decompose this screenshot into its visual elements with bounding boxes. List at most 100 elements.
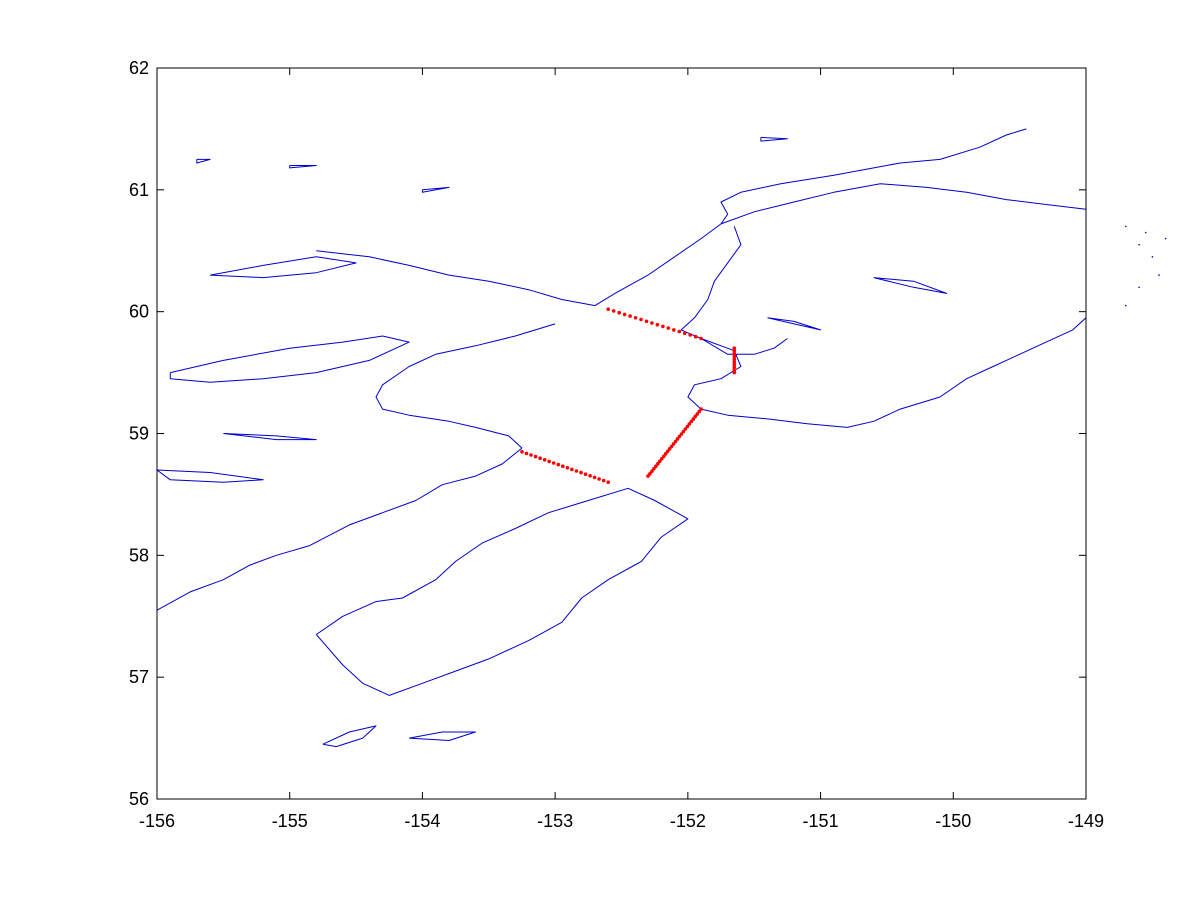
coastline-skilak-lake <box>873 277 948 294</box>
transect-point <box>648 471 652 476</box>
transect-point <box>679 432 684 436</box>
transect-point <box>695 412 699 416</box>
x-tick-label: -149 <box>1068 811 1104 831</box>
y-axis: 56 57 58 59 60 61 62 <box>129 58 1086 809</box>
transect-point <box>611 309 616 313</box>
transect-point <box>639 317 643 322</box>
transect-point <box>732 370 737 375</box>
transect-layer <box>520 307 737 485</box>
transect-point <box>524 451 529 456</box>
y-tick-label: 62 <box>129 58 149 78</box>
transect-point <box>601 478 606 483</box>
coastline-alaska-peninsula-north <box>375 323 556 449</box>
transect-point <box>574 469 579 473</box>
transect-point <box>654 464 658 469</box>
x-axis: -156 -155 -154 -153 -152 -151 -150 -149 <box>139 68 1104 831</box>
x-tick-label: -150 <box>935 811 971 831</box>
x-tick-label: -155 <box>272 811 308 831</box>
coastline-tugidak-island <box>409 731 476 741</box>
transect-point <box>551 461 556 465</box>
x-tick-label: -151 <box>803 811 839 831</box>
transect-point <box>617 310 621 315</box>
transect-2 <box>732 346 737 375</box>
transect-point <box>622 312 627 317</box>
coastline-north-coast-west-to-head <box>316 128 1027 307</box>
coastline-sitkinak-island <box>322 725 377 748</box>
y-tick-label: 60 <box>129 302 149 322</box>
y-tick-label: 58 <box>129 545 149 565</box>
coastline-turnagain-arm <box>720 183 1086 225</box>
axes-frame <box>156 67 1087 800</box>
x-tick-label: -154 <box>404 811 440 831</box>
transect-point <box>732 368 737 372</box>
transect-point <box>693 334 698 339</box>
stray-point-layer <box>1125 225 1167 307</box>
transect-point <box>691 417 696 421</box>
transect-point <box>529 453 533 457</box>
transect-3 <box>646 407 703 478</box>
transect-point <box>606 480 610 485</box>
transect-point <box>697 409 701 414</box>
transect-point <box>650 321 654 325</box>
transect-point <box>672 328 676 332</box>
stray-point <box>1144 231 1147 234</box>
transect-point <box>732 346 737 351</box>
transect-point <box>656 461 660 466</box>
transect-point <box>644 319 649 324</box>
transect-point <box>682 331 687 336</box>
transect-point <box>538 456 542 461</box>
transect-point <box>561 464 565 469</box>
coastline-becharof-lake <box>157 469 264 483</box>
coastline-kodiak-archipelago <box>315 487 689 696</box>
transect-point <box>570 467 574 472</box>
coastline-alaska-peninsula-south <box>157 447 523 611</box>
stray-point <box>1151 255 1154 258</box>
transect-point <box>661 324 665 329</box>
stray-point <box>1138 243 1140 246</box>
transect-point <box>520 450 524 454</box>
transect-point <box>677 434 682 439</box>
coastline-mainland-islet-1 <box>289 165 317 169</box>
transect-point <box>671 442 676 446</box>
stray-point <box>1158 274 1160 276</box>
transect-point <box>588 474 592 478</box>
transect-point <box>732 365 737 370</box>
transect-point <box>669 444 674 449</box>
stray-point <box>1164 237 1167 240</box>
transect-point <box>675 437 680 441</box>
transect-point <box>693 414 697 419</box>
stray-point <box>1125 225 1127 228</box>
x-tick-label: -156 <box>139 811 175 831</box>
transect-point <box>533 454 538 459</box>
stray-point <box>1138 286 1140 289</box>
coastline-augustine-area-lake <box>169 335 410 383</box>
transect-point <box>583 472 588 477</box>
y-tick-label: 56 <box>129 789 149 809</box>
transect-point <box>579 470 583 475</box>
coastline-naknek-lake <box>223 433 317 441</box>
transect-point <box>547 459 551 464</box>
transect-point <box>633 316 638 320</box>
transect-point <box>556 462 561 467</box>
transect-point <box>655 322 660 327</box>
transect-point <box>658 459 662 464</box>
transect-4 <box>520 450 610 485</box>
x-tick-label: -152 <box>670 811 706 831</box>
transect-point <box>681 429 686 434</box>
coastline-mainland-islet-4 <box>196 158 211 164</box>
transect-point <box>687 422 692 426</box>
coastline-kenai-west-coast <box>680 226 1086 428</box>
transect-point <box>660 457 664 461</box>
transect-point <box>652 466 656 471</box>
transect-point <box>732 354 737 359</box>
y-tick-label: 61 <box>129 180 149 200</box>
transect-point <box>606 307 610 312</box>
transect-point <box>699 407 703 411</box>
stray-point <box>1125 304 1127 307</box>
transect-point <box>666 326 671 330</box>
coastline-mainland-islet-3 <box>760 136 788 142</box>
transect-point <box>688 333 692 337</box>
transect-point <box>699 336 703 341</box>
coastline-mainland-islet-2 <box>421 186 450 193</box>
